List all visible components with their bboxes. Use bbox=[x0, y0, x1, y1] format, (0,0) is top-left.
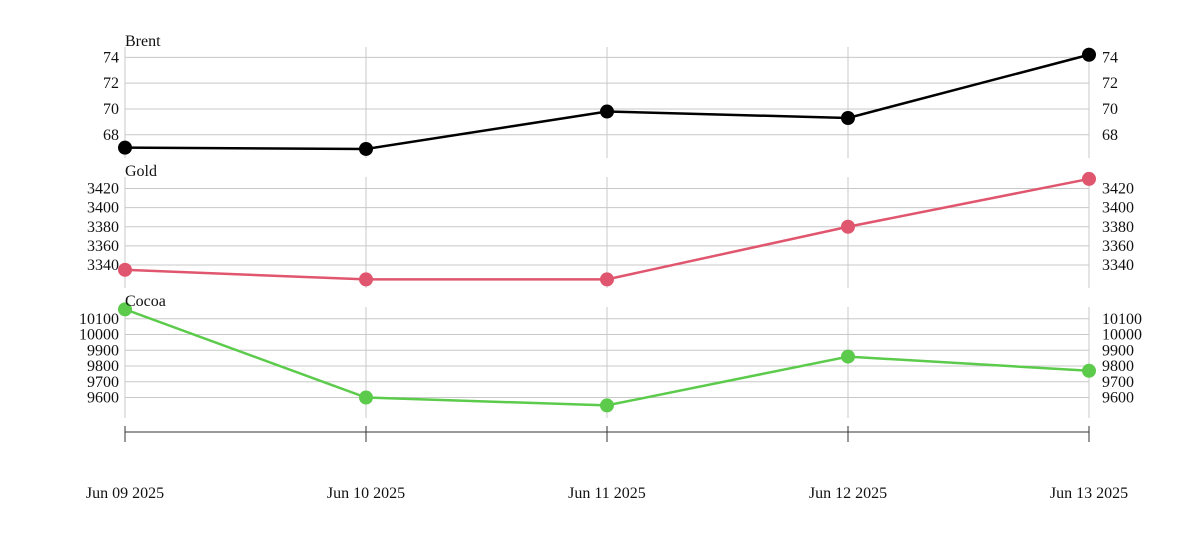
data-point-gold bbox=[359, 272, 373, 287]
x-tick-label: Jun 11 2025 bbox=[568, 485, 646, 502]
y-tick-label-right: 70 bbox=[1102, 101, 1118, 118]
data-point-cocoa bbox=[118, 302, 132, 317]
panel-title-cocoa: Cocoa bbox=[125, 293, 166, 310]
y-tick-label-left: 3420 bbox=[87, 180, 119, 197]
y-tick-label-left: 9900 bbox=[87, 342, 119, 359]
x-tick-label: Jun 09 2025 bbox=[86, 485, 164, 502]
y-tick-label-right: 9800 bbox=[1102, 358, 1134, 375]
y-tick-label-right: 68 bbox=[1102, 127, 1118, 144]
data-point-brent bbox=[841, 110, 855, 125]
y-tick-label-left: 68 bbox=[103, 127, 119, 144]
y-tick-label-left: 10100 bbox=[79, 311, 119, 328]
panel-title-brent: Brent bbox=[125, 33, 161, 50]
y-tick-label-left: 9700 bbox=[87, 374, 119, 391]
y-tick-label-left: 72 bbox=[103, 75, 119, 92]
y-tick-label-right: 3400 bbox=[1102, 200, 1134, 217]
y-tick-label-right: 72 bbox=[1102, 75, 1118, 92]
data-point-gold bbox=[600, 272, 614, 287]
data-point-gold bbox=[841, 219, 855, 234]
y-tick-label-left: 74 bbox=[103, 49, 119, 66]
y-tick-label-right: 3360 bbox=[1102, 238, 1134, 255]
data-point-gold bbox=[118, 262, 132, 277]
y-tick-label-right: 9600 bbox=[1102, 390, 1134, 407]
y-tick-label-left: 9600 bbox=[87, 390, 119, 407]
data-point-brent bbox=[600, 104, 614, 119]
y-tick-label-left: 3400 bbox=[87, 200, 119, 217]
y-tick-label-left: 70 bbox=[103, 101, 119, 118]
y-tick-label-left: 9800 bbox=[87, 358, 119, 375]
y-tick-label-left: 3380 bbox=[87, 219, 119, 236]
y-tick-label-left: 3360 bbox=[87, 238, 119, 255]
data-point-cocoa bbox=[359, 390, 373, 405]
data-point-brent bbox=[118, 140, 132, 155]
data-point-brent bbox=[1082, 47, 1096, 62]
x-tick-label: Jun 10 2025 bbox=[327, 485, 405, 502]
panel-title-gold: Gold bbox=[125, 163, 157, 180]
y-tick-label-left: 10000 bbox=[79, 327, 119, 344]
y-tick-label-right: 3380 bbox=[1102, 219, 1134, 236]
data-point-cocoa bbox=[841, 349, 855, 364]
y-tick-label-right: 9700 bbox=[1102, 374, 1134, 391]
data-point-cocoa bbox=[600, 398, 614, 413]
y-tick-label-right: 3420 bbox=[1102, 180, 1134, 197]
data-point-gold bbox=[1082, 171, 1096, 186]
x-tick-label: Jun 12 2025 bbox=[809, 485, 887, 502]
y-tick-label-right: 10000 bbox=[1102, 327, 1142, 344]
x-tick-label: Jun 13 2025 bbox=[1050, 485, 1128, 502]
data-point-brent bbox=[359, 141, 373, 156]
y-tick-label-right: 10100 bbox=[1102, 311, 1142, 328]
data-point-cocoa bbox=[1082, 363, 1096, 378]
y-tick-label-left: 3340 bbox=[87, 257, 119, 274]
y-tick-label-right: 3340 bbox=[1102, 257, 1134, 274]
y-tick-label-right: 9900 bbox=[1102, 342, 1134, 359]
y-tick-label-right: 74 bbox=[1102, 49, 1118, 66]
